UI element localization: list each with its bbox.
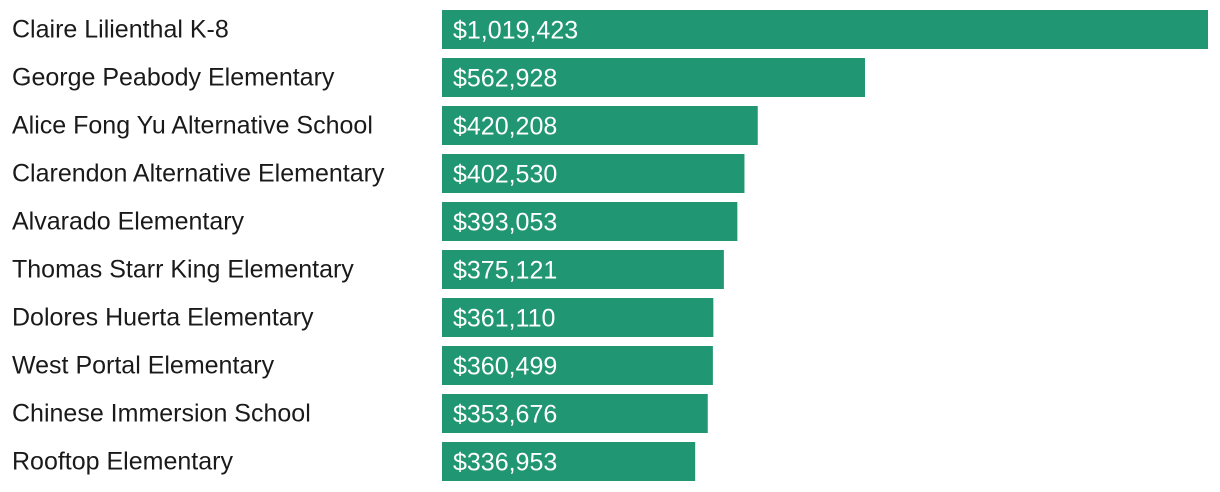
category-label: Rooftop Elementary [12,448,233,476]
category-label: Claire Lilienthal K-8 [12,16,229,44]
category-labels: Claire Lilienthal K-8 George Peabody Elem… [12,16,385,476]
bar [442,394,708,433]
value-label: $420,208 [453,113,557,141]
value-label: $393,053 [453,209,557,237]
category-label: Alvarado Elementary [12,208,245,236]
bar [442,58,865,97]
category-label: Chinese Immersion School [12,400,311,428]
category-label: Alice Fong Yu Alternative School [12,112,373,140]
value-label: $1,019,423 [453,17,578,45]
category-label: George Peabody Elementary [12,64,335,92]
category-label: West Portal Elementary [12,352,275,380]
bar [442,298,714,337]
bar [442,250,724,289]
bar [442,442,696,481]
value-label: $562,928 [453,65,557,93]
value-label: $375,121 [453,257,557,285]
category-label: Dolores Huerta Elementary [12,304,314,332]
bar [442,10,1208,49]
bar [442,106,758,145]
value-label: $402,530 [453,161,557,189]
bars [442,10,1208,481]
value-label: $361,110 [453,305,555,333]
category-label: Clarendon Alternative Elementary [12,160,385,188]
bar [442,154,745,193]
bar [442,202,738,241]
value-label: $353,676 [453,401,557,429]
value-labels: $1,019,423 $562,928 $420,208 $402,530 $393,0… [453,17,578,477]
value-label: $336,953 [453,449,557,477]
bar [442,346,713,385]
value-label: $360,499 [453,353,557,381]
category-label: Thomas Starr King Elementary [12,256,354,284]
